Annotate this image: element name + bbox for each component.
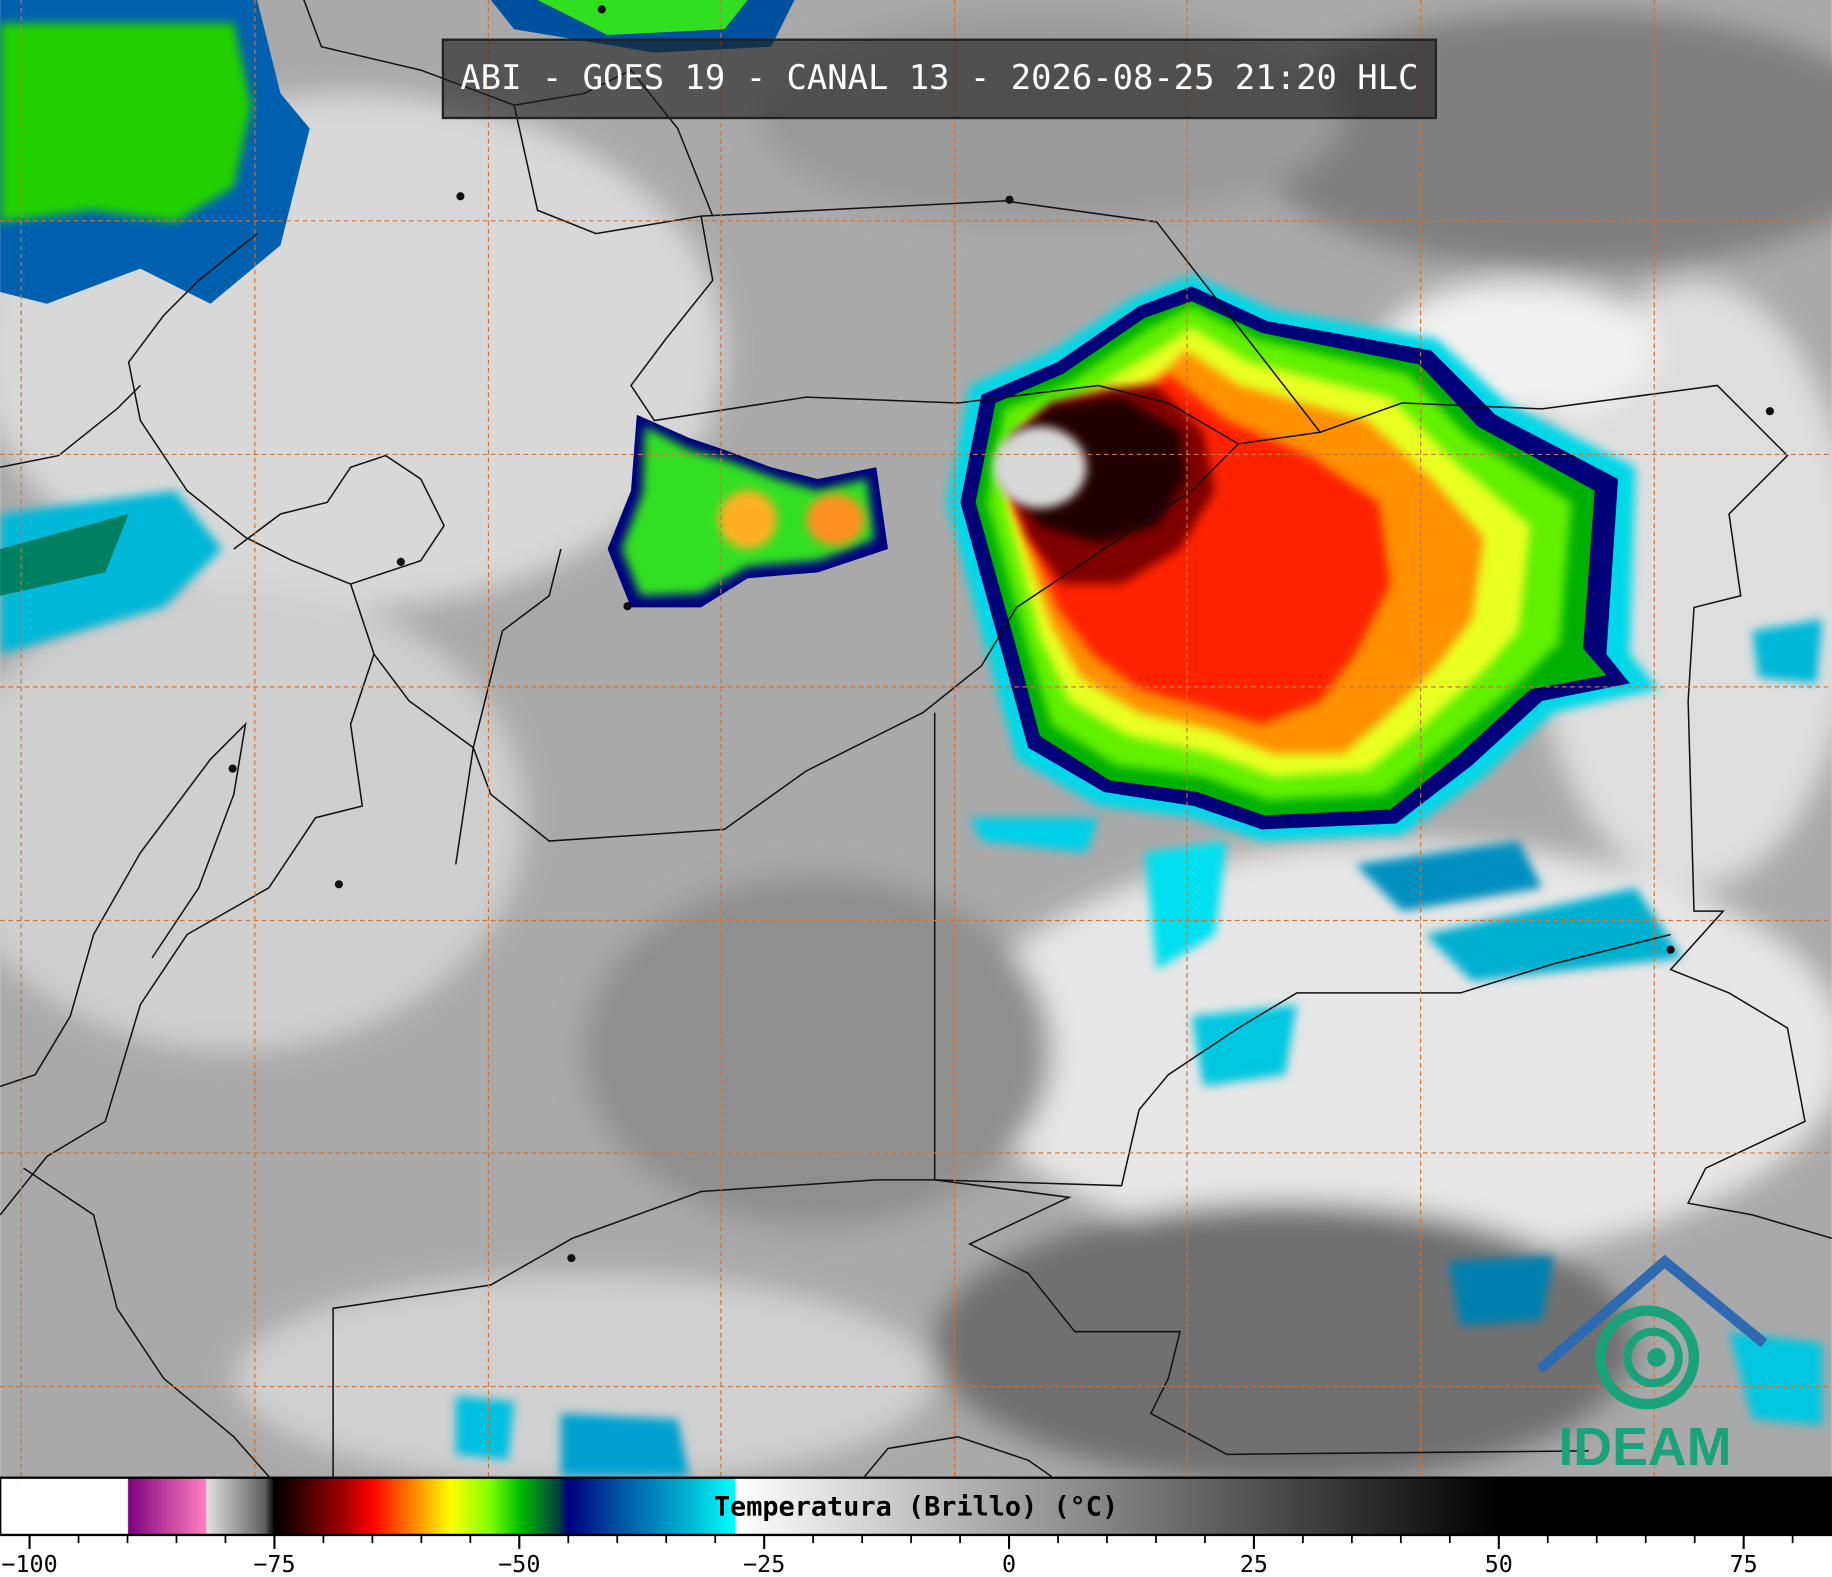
colorbar-ramp xyxy=(0,1476,1832,1537)
tick-label: 75 xyxy=(1730,1550,1758,1577)
map: IDEAM ABI - GOES 19 - CANAL 13 - 2026-08… xyxy=(0,0,1832,1484)
tick-label: 50 xyxy=(1485,1550,1513,1577)
borders xyxy=(0,0,1832,1478)
city-dots xyxy=(228,5,1775,1263)
scattered-cells xyxy=(455,619,1823,1477)
tick-label: 25 xyxy=(1240,1550,1268,1577)
tick-label: 0 xyxy=(1002,1550,1016,1577)
tick-label: −75 xyxy=(253,1550,295,1577)
title: ABI - GOES 19 - CANAL 13 - 2026-08-25 21… xyxy=(460,58,1418,97)
tick-label: −100 xyxy=(1,1550,57,1577)
logo: IDEAM xyxy=(1536,1254,1768,1477)
small-storm xyxy=(607,414,888,608)
logo-text: IDEAM xyxy=(1558,1417,1731,1477)
tick-label: −25 xyxy=(743,1550,785,1577)
colorbar-label: Temperatura (Brillo) (°C) xyxy=(714,1492,1118,1523)
tick-label: −50 xyxy=(498,1550,540,1577)
title-box xyxy=(441,38,1437,120)
colorbar: Temperatura (Brillo) (°C) −100 −75 −50 −25 0… xyxy=(0,1476,1832,1577)
graticule xyxy=(0,0,1832,1477)
